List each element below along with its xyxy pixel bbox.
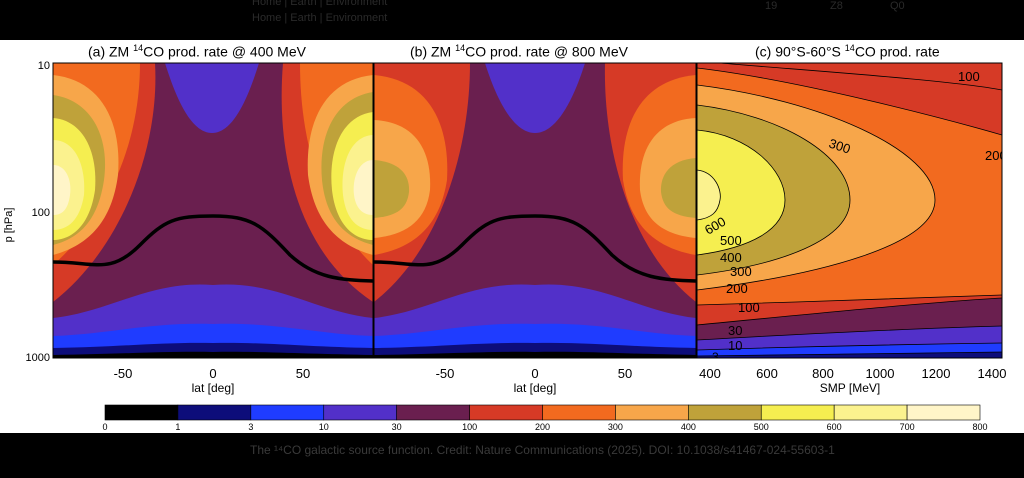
x-tick-label: 400	[699, 366, 721, 381]
panel-c-band-600	[697, 130, 785, 255]
x-tick-label: 1200	[922, 366, 951, 381]
x-tick-label: 800	[812, 366, 834, 381]
caption-band: The ¹⁴CO galactic source function. Credi…	[0, 433, 1024, 478]
overlay-text-2: Home | Earth | Environment	[252, 12, 388, 24]
colorbar-swatch	[469, 404, 543, 421]
panel-b-title: (b) ZM 14CO prod. rate @ 800 MeV	[410, 43, 628, 60]
colorbar-tick-label: 700	[900, 422, 915, 432]
overlay-icon-3: Q0	[890, 0, 905, 12]
panel-c-contour-400	[697, 104, 851, 276]
panel-c-contour-label: 3	[712, 350, 719, 364]
panel-c-contour-100-bottom	[697, 297, 1002, 326]
x-tick-label: 1000	[866, 366, 895, 381]
overlay-text-1: Home | Earth | Environment	[252, 0, 388, 8]
panel-c-contour-label: 200	[985, 148, 1007, 163]
chart-svg: 100 200 300 600 500 400 300 200 100 30 1…	[3, 60, 1007, 432]
y-tick-label: 100	[32, 207, 50, 219]
panel-c-contour-label: 100	[738, 300, 760, 315]
x-axis-label: lat [deg]	[514, 381, 557, 395]
panel-c-band-700	[697, 170, 721, 220]
panel-c-contour-600	[697, 169, 721, 221]
y-axis-label: p [hPa]	[3, 208, 15, 243]
x-axis-label: lat [deg]	[192, 381, 235, 395]
panel-c-title: (c) 90°S-60°S 14CO prod. rate	[755, 43, 940, 60]
panel-c-contour-200-top	[697, 67, 1002, 136]
colorbar-swatch	[396, 404, 470, 421]
colorbar-tick-label: 400	[681, 422, 696, 432]
panel-b-band-500	[374, 160, 410, 218]
colorbar-swatch	[833, 404, 908, 421]
colorbar-tick-label: 3	[248, 422, 253, 432]
panel-a-title: (a) ZM 14CO prod. rate @ 400 MeV	[88, 43, 306, 60]
colorbar-swatch	[615, 404, 689, 421]
panel-a-plot	[53, 63, 373, 358]
panel-a-band-0	[53, 351, 373, 358]
colorbar-tick-label: 600	[827, 422, 842, 432]
colorbar-tick-label: 500	[754, 422, 769, 432]
y-tick-label: 10	[38, 60, 50, 72]
colorbar-tick-label: 200	[535, 422, 550, 432]
panel-c-contour-label: 500	[720, 233, 742, 248]
x-tick-label: -50	[436, 366, 455, 381]
panel-c-contour-label: 400	[720, 250, 742, 265]
x-tick-label: 0	[209, 366, 216, 381]
panel-c-contour-label: 200	[726, 281, 748, 296]
panel-b-frame	[373, 62, 697, 359]
x-axis-label: SMP [MeV]	[820, 381, 880, 395]
panel-c-contour-200-bottom	[697, 294, 1002, 306]
panel-b-top-blob	[485, 63, 585, 133]
colorbar-swatch	[323, 404, 397, 421]
colorbar-tick-label: 1	[175, 422, 180, 432]
figure: (a) ZM 14CO prod. rate @ 400 MeV (b) ZM …	[0, 40, 1024, 433]
x-tick-label: 50	[618, 366, 632, 381]
panel-a-frame	[52, 62, 374, 359]
x-tick-label: 600	[756, 366, 778, 381]
panel-b-band-0	[374, 351, 696, 358]
colorbar-swatch	[760, 404, 835, 421]
panel-c-contour-100-top	[719, 63, 1002, 91]
panel-c-band-3	[697, 352, 1002, 358]
colorbar-swatch	[542, 404, 616, 421]
panel-b-plot	[374, 63, 696, 358]
panel-c-contour-3	[697, 351, 1002, 357]
colorbar-tick-label: 300	[608, 422, 623, 432]
panel-c-frame	[696, 62, 1003, 359]
colorbar-swatch	[250, 404, 325, 421]
colorbar-tick-label: 800	[972, 422, 987, 432]
panel-c-contour-label: 30	[728, 323, 742, 338]
panel-b-tropopause-line	[374, 214, 696, 283]
panel-c-contour-500	[697, 129, 786, 256]
colorbar-swatch	[104, 404, 179, 421]
colorbar-swatch	[688, 404, 762, 421]
y-tick-label: 1000	[26, 352, 50, 364]
colorbar: 0 1 3 10 30 100 200 300 400 500 600 700 800	[102, 404, 988, 432]
colorbar-tick-label: 0	[102, 422, 107, 432]
panel-c-plot: 100 200 300 600 500 400 300 200 100 30 1…	[697, 63, 1007, 364]
panel-c-contour-label: 300	[827, 136, 852, 157]
panel-c-contour-label: 300	[730, 264, 752, 279]
overlay-icon-1: 19	[765, 0, 778, 12]
x-tick-label: 50	[296, 366, 310, 381]
colorbar-tick-label: 100	[462, 422, 477, 432]
panel-c-contour-10	[697, 342, 1002, 351]
colorbar-tick-label: 30	[392, 422, 402, 432]
overlay-icon-2: Z8	[830, 0, 843, 12]
x-tick-label: 1400	[978, 366, 1007, 381]
panel-a-top-blob	[165, 63, 259, 133]
panel-c-contour-label: 10	[728, 338, 742, 353]
x-tick-label: 0	[531, 366, 538, 381]
top-overlay: Home | Earth | Environment Home | Earth …	[0, 0, 1024, 40]
panel-a-band-800-r	[353, 160, 373, 215]
colorbar-tick-label: 10	[319, 422, 329, 432]
panel-c-contour-label: 100	[958, 69, 980, 84]
caption-text: The ¹⁴CO galactic source function. Credi…	[250, 443, 835, 457]
colorbar-swatch	[906, 404, 981, 421]
panel-c-contour-30	[697, 325, 1002, 341]
panel-c-contour-300	[697, 84, 936, 291]
colorbar-swatch	[177, 404, 252, 421]
panel-a-tropopause-line	[53, 214, 373, 283]
x-tick-label: -50	[114, 366, 133, 381]
panel-b-band-500-r	[660, 158, 696, 218]
panel-a-band-800	[53, 165, 71, 215]
